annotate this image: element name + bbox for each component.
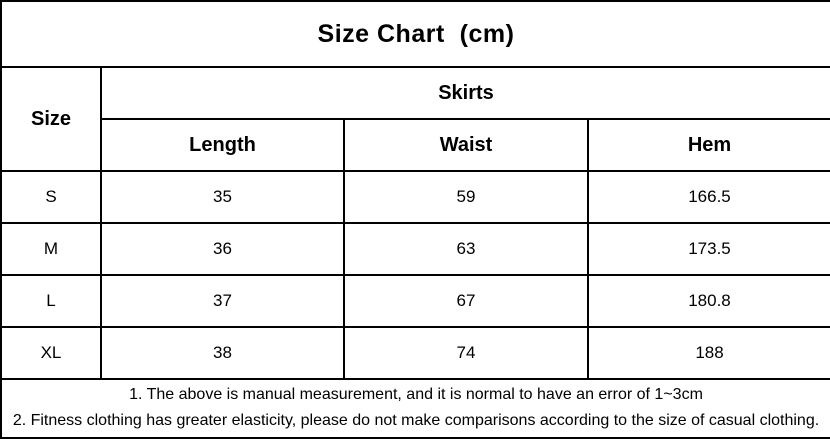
hem-value: 173.5 [587,222,830,276]
length-value: 36 [100,222,345,276]
waist-value: 74 [343,326,589,380]
table-row-s: S 35 59 166.5 [0,170,830,224]
size-label: M [0,222,102,276]
column-header-length: Length [100,118,345,172]
header-group-row: Size Skirts [0,66,830,172]
column-header-size: Size [0,66,102,172]
note-line-1: 1. The above is manual measurement, and … [129,386,703,403]
title-row: Size Chart (cm) [0,0,830,68]
size-label: S [0,170,102,224]
waist-value: 59 [343,170,589,224]
note-line-2: 2. Fitness clothing has greater elastici… [12,412,820,429]
table-row-xl: XL 38 74 188 [0,326,830,380]
hem-value: 188 [587,326,830,380]
length-value: 37 [100,274,345,328]
table-row-m: M 36 63 173.5 [0,222,830,276]
length-value: 38 [100,326,345,380]
column-header-hem: Hem [587,118,830,172]
table-row-l: L 37 67 180.8 [0,274,830,328]
group-header-skirts: Skirts [100,66,830,120]
column-header-waist: Waist [343,118,589,172]
hem-value: 180.8 [587,274,830,328]
waist-value: 63 [343,222,589,276]
size-label: L [0,274,102,328]
measurement-notes: 1. The above is manual measurement, and … [0,378,830,439]
page-title: Size Chart (cm) [0,0,830,68]
length-value: 35 [100,170,345,224]
waist-value: 67 [343,274,589,328]
notes-row: 1. The above is manual measurement, and … [0,378,830,439]
hem-value: 166.5 [587,170,830,224]
header-columns-row: Length Waist Hem [1,118,830,172]
size-label: XL [0,326,102,380]
